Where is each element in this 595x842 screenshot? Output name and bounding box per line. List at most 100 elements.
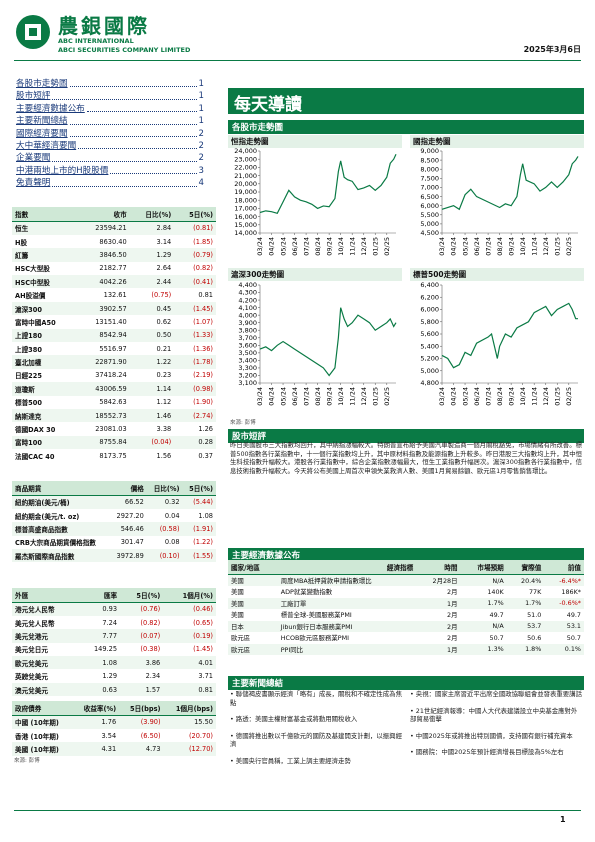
cell: 15.50 bbox=[163, 715, 216, 729]
row: 歐元區 HCOB歐元區服務業PMI 2月 50.7 50.6 50.7 bbox=[228, 632, 584, 644]
cell: (0.46) bbox=[163, 602, 216, 616]
cell: 23594.21 bbox=[77, 221, 130, 235]
header-cell: 5日(%) bbox=[120, 588, 164, 603]
x-tick-label: 08/24 bbox=[496, 237, 504, 256]
table: 國家/地區 經濟指標 時間 市場預期 實際值 前值 美國 周度MBA抵押貸款申請指數環比 2月2… bbox=[228, 560, 584, 655]
header-cell: 指數 bbox=[12, 207, 78, 222]
cell: 2月 bbox=[447, 634, 458, 643]
row: 美國 工廠訂單 1月 1.7% 1.7% -0.6%* bbox=[228, 597, 584, 609]
row: 紐約期油(美元/桶) 66.52 0.32 (5.44) bbox=[12, 495, 216, 509]
header-cell: 經濟指標 bbox=[277, 560, 417, 575]
header-row: 國家/地區 經濟指標 時間 市場預期 實際值 前值 bbox=[228, 560, 584, 575]
cell: (1.91) bbox=[182, 522, 216, 536]
x-tick-label: 10/24 bbox=[337, 387, 345, 406]
x-tick-label: 02/25 bbox=[565, 237, 573, 256]
cell: (0.81) bbox=[174, 221, 216, 235]
cell: 4042.26 bbox=[77, 275, 130, 289]
cell: HSC大型股 bbox=[15, 265, 50, 274]
row: 道瓊斯 43006.59 1.14 (0.98) bbox=[12, 382, 216, 396]
toc-row: 企業要聞 2 bbox=[16, 152, 204, 164]
cell: 1.26 bbox=[198, 425, 213, 434]
row: HSC中型股 4042.26 2.44 (0.41) bbox=[12, 275, 216, 289]
cell: 8173.75 bbox=[99, 451, 127, 460]
fx-table: 外匯 匯率 5日(%) 1個月(%) 港元兌人民幣 0.93 (0.76) (0.46) 美元兌… bbox=[12, 588, 216, 697]
cell: 132.61 bbox=[103, 291, 127, 300]
cell: 標普全球-美國服務業PMI bbox=[280, 611, 352, 620]
row: 中國 (10年期) 1.76 (3.90) 15.50 bbox=[12, 715, 216, 729]
cell: 50.7 bbox=[489, 633, 504, 642]
cell: 3.71 bbox=[198, 672, 213, 681]
news-item: • 國務院：中國2025年預計經濟增長目標設為5%左右 bbox=[410, 748, 564, 756]
cell: 歐元區 bbox=[228, 643, 278, 655]
news-column: • 央視：國家主席習近平出席全國政協聯組會並發表重要講話 • 21世紀經濟報導：中… bbox=[410, 690, 582, 765]
y-tick-label: 17,000 bbox=[234, 205, 257, 213]
x-tick-label: 12/24 bbox=[360, 237, 368, 256]
y-tick-label: 19,000 bbox=[234, 188, 257, 196]
cell: 66.52 bbox=[109, 495, 147, 509]
x-tick-label: 03/24 bbox=[256, 237, 264, 256]
y-tick-label: 22,000 bbox=[234, 164, 257, 172]
cell: 中國 (10年期) bbox=[12, 715, 73, 729]
cell: 4.31 bbox=[72, 742, 120, 756]
cell: 美元兌港元 bbox=[12, 629, 78, 643]
news-item: • 美國央行官員稱，工業上調主要經濟走勢 bbox=[230, 756, 351, 765]
row: HSC大型股 2182.77 2.64 (0.82) bbox=[12, 262, 216, 275]
x-tick-label: 02/25 bbox=[565, 387, 573, 406]
cell: 標普500 bbox=[15, 399, 42, 408]
table: 政府債券 收益率(%) 5日(bps) 1個月(bps) 中國 (10年期) 1.76 (3… bbox=[12, 701, 216, 756]
toc-page: 1 bbox=[198, 79, 204, 89]
cell: 德國DAX 30 bbox=[15, 426, 56, 435]
row: 富時中國A50 13151.40 0.62 (1.07) bbox=[12, 315, 216, 328]
news-item: • 中國2025年或將推出特別國債，支持國有銀行補充資本 bbox=[410, 731, 573, 740]
cell: (0.65) bbox=[193, 618, 213, 627]
y-tick-label: 4,500 bbox=[420, 229, 439, 237]
source: 來源: 彭博 bbox=[14, 758, 40, 764]
cell: 紐約期金(美元/t. oz) bbox=[15, 512, 80, 521]
cell: 1.08 bbox=[77, 656, 121, 670]
header-cell: 價格 bbox=[109, 481, 147, 496]
row: 港元兌人民幣 0.93 (0.76) (0.46) bbox=[12, 602, 216, 616]
cell: 0.23 bbox=[156, 371, 172, 380]
toc-page: 2 bbox=[198, 128, 204, 139]
cell: 3972.89 bbox=[109, 549, 147, 563]
chart-title: 滬深300走勢圖 bbox=[228, 268, 402, 281]
cell: -6.4%* bbox=[544, 574, 584, 586]
x-tick-label: 03/24 bbox=[438, 237, 446, 256]
toc-row: 中港兩地上市的H股股價 3 bbox=[16, 165, 204, 177]
cell: 37418.24 bbox=[95, 371, 127, 380]
cell: (1.36) bbox=[193, 344, 213, 353]
cell: 道瓊斯 bbox=[12, 382, 78, 396]
cell: (2.19) bbox=[193, 371, 213, 380]
cell: 43006.59 bbox=[77, 382, 130, 396]
cell: 49.7 bbox=[566, 610, 581, 619]
x-tick-label: 06/24 bbox=[473, 387, 481, 406]
cell: 0.45 bbox=[129, 301, 175, 316]
cell: 0.50 bbox=[129, 328, 175, 343]
header-cell: 前值 bbox=[544, 560, 584, 575]
cell: 2.44 bbox=[129, 275, 175, 289]
section-header: 主要經濟數據公布 bbox=[228, 548, 584, 562]
y-tick-label: 5,500 bbox=[420, 211, 439, 219]
row: 上證380 5516.97 0.21 (1.36) bbox=[12, 342, 216, 355]
x-tick-label: 01/25 bbox=[553, 387, 561, 406]
cell: 2.34 bbox=[145, 672, 161, 681]
cell: ADP就業變動指數 bbox=[280, 588, 333, 597]
toc-leader bbox=[69, 78, 197, 88]
row: 歐元兌美元 1.08 3.86 4.01 bbox=[12, 656, 216, 670]
x-tick-label: 05/24 bbox=[461, 237, 469, 256]
cell: 51.0 bbox=[527, 610, 542, 619]
toc-page: 1 bbox=[198, 103, 204, 114]
y-tick-label: 6,200 bbox=[420, 293, 439, 301]
cell: 日經225 bbox=[15, 372, 42, 381]
header-rule bbox=[14, 60, 581, 61]
row: 紅籌 3846.50 1.29 (0.79) bbox=[12, 248, 216, 262]
y-tick-label: 7,000 bbox=[420, 184, 439, 192]
cell: 恒生 bbox=[12, 221, 78, 235]
logo: 農銀國際 ABC INTERNATIONAL ABCI SECURITIES C… bbox=[14, 10, 204, 65]
cell: 1.7% bbox=[460, 597, 507, 609]
row: 羅杰斯國際商品指數 3972.89 (0.10) (1.55) bbox=[12, 549, 216, 563]
cell: Jibun銀行日本服務業PMI bbox=[277, 620, 417, 632]
y-tick-label: 3,200 bbox=[238, 372, 257, 380]
y-tick-label: 4,800 bbox=[420, 379, 439, 387]
